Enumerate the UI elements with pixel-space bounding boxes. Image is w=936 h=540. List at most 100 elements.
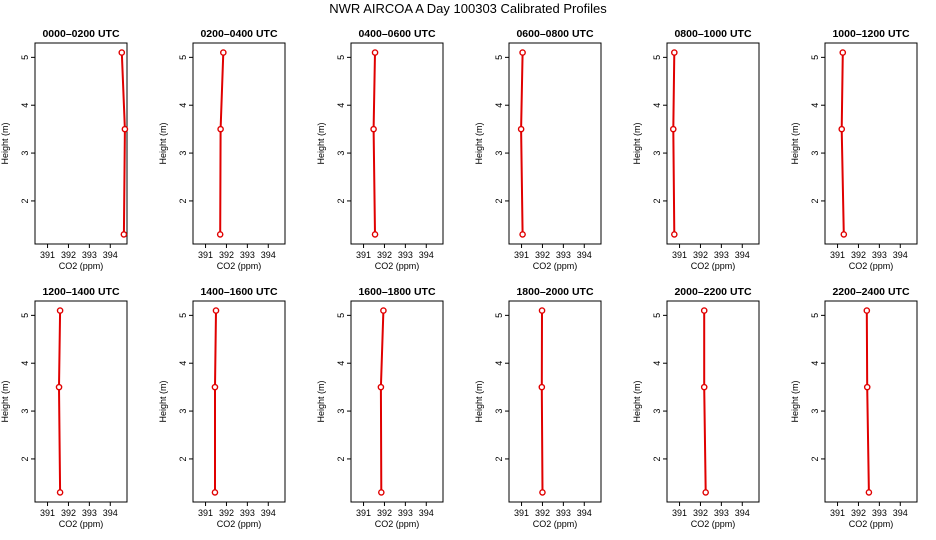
profile-point <box>700 383 708 391</box>
x-tick-label: 394 <box>419 250 434 260</box>
profile-point <box>56 307 64 314</box>
x-tick-label: 393 <box>714 250 729 260</box>
profile-line <box>219 52 225 235</box>
plot-frame <box>824 42 918 245</box>
x-tick-label: 393 <box>240 250 255 260</box>
x-tick-label: 391 <box>672 250 687 260</box>
profile-line <box>520 52 524 235</box>
profile-line <box>840 52 845 235</box>
panel-title: 1000–1200 UTC <box>832 28 909 40</box>
y-tick-label: 2 <box>810 456 820 461</box>
y-tick-label: 2 <box>20 198 30 203</box>
y-tick-label: 2 <box>494 456 504 461</box>
x-axis-label: CO2 (ppm) <box>217 519 262 529</box>
panel-title: 1800–2000 UTC <box>516 286 593 298</box>
panel-title: 1600–1800 UTC <box>358 286 435 298</box>
y-tick-label: 3 <box>810 409 820 414</box>
profile-point <box>55 383 63 391</box>
x-axis-label: CO2 (ppm) <box>59 261 104 271</box>
x-tick-label: 391 <box>198 250 213 260</box>
panel-12: 2200–2400 UTC 391 392 393 394 2 3 4 5 CO2 (ppm) He… <box>790 286 918 529</box>
profile-point <box>671 231 678 238</box>
profile-point <box>118 49 126 56</box>
profile-point <box>120 231 128 238</box>
profile-point <box>220 49 227 56</box>
x-tick-label: 391 <box>514 508 529 518</box>
y-axis-label: Height (m) <box>632 380 642 422</box>
x-tick-label: 392 <box>219 250 234 260</box>
x-axis-label: CO2 (ppm) <box>691 261 736 271</box>
plot-frame <box>824 300 918 503</box>
x-tick-label: 394 <box>735 508 750 518</box>
plot-frame <box>350 300 444 503</box>
plot-frame <box>34 42 128 245</box>
x-tick-label: 394 <box>419 508 434 518</box>
x-tick-label: 391 <box>40 250 55 260</box>
x-tick-label: 392 <box>219 508 234 518</box>
profile-point <box>121 125 129 133</box>
x-tick-label: 391 <box>356 508 371 518</box>
panel-6: 1000–1200 UTC 391 392 393 394 2 3 4 5 CO2 (ppm) He… <box>790 28 918 271</box>
panel-9: 1600–1800 UTC 391 392 393 394 2 3 4 5 CO2 (ppm) He… <box>316 286 444 529</box>
profile-line <box>703 310 707 493</box>
panel-5: 0800–1000 UTC 391 392 393 394 2 3 4 5 CO2 (ppm) He… <box>632 28 760 271</box>
x-tick-label: 392 <box>535 250 550 260</box>
x-tick-label: 393 <box>872 508 887 518</box>
y-axis-label: Height (m) <box>790 380 800 422</box>
x-tick-label: 394 <box>577 508 592 518</box>
x-tick-label: 391 <box>356 250 371 260</box>
y-tick-label: 4 <box>494 361 504 366</box>
panel-2: 0200–0400 UTC 391 392 393 394 2 3 4 5 CO2 (ppm) He… <box>158 28 286 271</box>
y-axis-label: Height (m) <box>0 122 10 164</box>
y-tick-label: 4 <box>20 361 30 366</box>
y-axis-label: Height (m) <box>158 122 168 164</box>
y-tick-label: 3 <box>810 151 820 156</box>
y-tick-label: 2 <box>810 198 820 203</box>
y-tick-label: 3 <box>20 409 30 414</box>
profile-point <box>519 231 526 238</box>
profile-point <box>863 383 871 391</box>
profile-point <box>378 489 385 496</box>
y-axis-label: Height (m) <box>632 122 642 164</box>
x-axis-label: CO2 (ppm) <box>533 261 578 271</box>
y-tick-label: 4 <box>20 103 30 108</box>
y-tick-label: 4 <box>178 103 188 108</box>
x-tick-label: 391 <box>40 508 55 518</box>
x-tick-label: 393 <box>556 250 571 260</box>
y-tick-label: 5 <box>336 55 346 60</box>
profile-line <box>865 310 870 493</box>
plot-frame <box>508 42 602 245</box>
profile-point <box>863 307 871 314</box>
y-tick-label: 2 <box>336 198 346 203</box>
panel-4: 0600–0800 UTC 391 392 393 394 2 3 4 5 CO2 (ppm) He… <box>474 28 602 271</box>
x-tick-label: 393 <box>398 508 413 518</box>
y-axis-label: Height (m) <box>316 380 326 422</box>
y-axis-label: Height (m) <box>158 380 168 422</box>
panel-title: 1200–1400 UTC <box>42 286 119 298</box>
profile-point <box>370 125 377 133</box>
x-tick-label: 393 <box>240 508 255 518</box>
profile-point <box>838 125 846 133</box>
y-tick-label: 5 <box>810 55 820 60</box>
x-tick-label: 393 <box>398 250 413 260</box>
panel-7: 1200–1400 UTC 391 392 393 394 2 3 4 5 CO2 (ppm) He… <box>0 286 128 529</box>
profile-point <box>216 231 224 238</box>
y-tick-label: 3 <box>178 409 188 414</box>
profile-line <box>540 310 544 493</box>
panel-title: 0000–0200 UTC <box>42 28 119 40</box>
y-axis-label: Height (m) <box>474 380 484 422</box>
x-axis-label: CO2 (ppm) <box>533 519 578 529</box>
x-axis-label: CO2 (ppm) <box>849 261 894 271</box>
x-tick-label: 394 <box>893 250 908 260</box>
y-tick-label: 3 <box>336 409 346 414</box>
y-tick-label: 5 <box>20 55 30 60</box>
profile-point <box>211 383 219 391</box>
y-tick-label: 2 <box>652 198 662 203</box>
plot-frame <box>666 300 760 503</box>
profile-point <box>380 307 387 314</box>
y-axis-label: Height (m) <box>474 122 484 164</box>
profile-line <box>672 52 676 235</box>
panel-10: 1800–2000 UTC 391 392 393 394 2 3 4 5 CO2 (ppm) He… <box>474 286 602 529</box>
y-tick-label: 5 <box>652 313 662 318</box>
plot-frame <box>666 42 760 245</box>
